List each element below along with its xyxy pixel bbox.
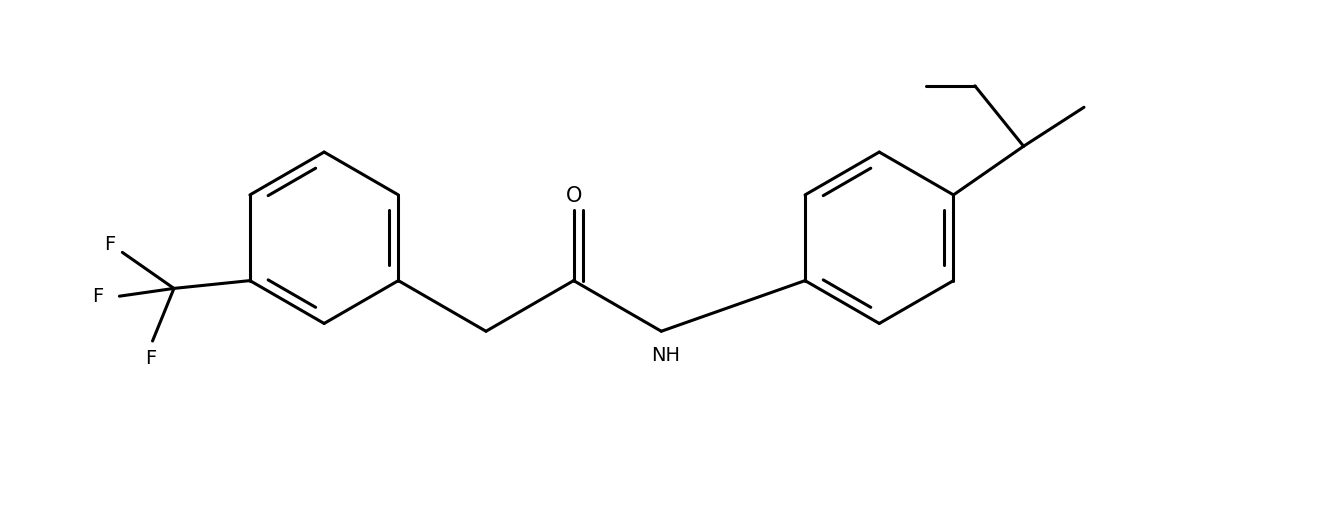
Text: NH: NH [650, 346, 680, 365]
Text: F: F [104, 235, 116, 254]
Text: F: F [145, 349, 156, 368]
Text: O: O [565, 186, 581, 206]
Text: F: F [92, 287, 104, 306]
